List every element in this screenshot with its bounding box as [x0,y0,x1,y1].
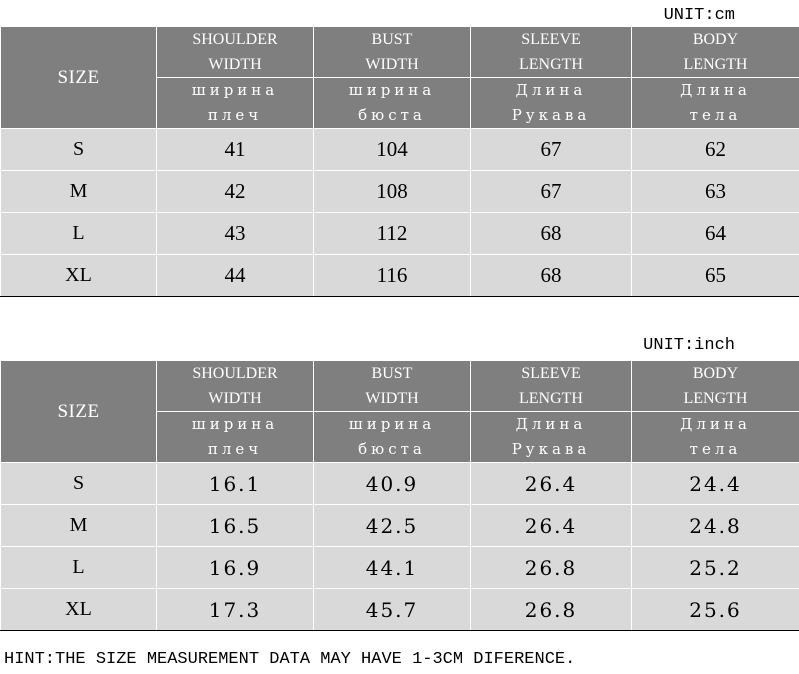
value-cell: 68 [470,212,632,255]
value-cell: 26.8 [470,546,632,589]
value-cell: 41 [156,128,314,171]
value-cell: 67 [470,170,632,213]
unit-label-cm: UNIT:cm [663,6,735,25]
value-cell: 26.8 [470,588,632,631]
table-row: M 42 108 67 63 [0,170,799,213]
header-bust-width-ru: ширина бюста [313,411,471,463]
value-cell: 62 [631,128,799,171]
value-cell: 104 [313,128,471,171]
table-row: S 16.1 40.9 26.4 24.4 [0,462,799,505]
size-chart-cm: SIZE SHOULDER WIDTH BUST WIDTH SLEEVE LE… [0,26,799,297]
value-cell: 16.5 [156,504,314,547]
table-row: XL 17.3 45.7 26.8 25.6 [0,588,799,631]
value-cell: 63 [631,170,799,213]
value-cell: 64 [631,212,799,255]
value-cell: 26.4 [470,504,632,547]
value-cell: 116 [313,254,471,297]
size-cell: M [0,504,157,547]
table-row: L 43 112 68 64 [0,212,799,255]
value-cell: 24.4 [631,462,799,505]
header-row: SIZE SHOULDER WIDTH BUST WIDTH SLEEVE LE… [0,360,799,463]
header-bust-width: BUST WIDTH [313,360,471,412]
value-cell: 68 [470,254,632,297]
value-cell: 43 [156,212,314,255]
value-cell: 42.5 [313,504,471,547]
header-row: SIZE SHOULDER WIDTH BUST WIDTH SLEEVE LE… [0,26,799,129]
value-cell: 45.7 [313,588,471,631]
header-sleeve-length-ru: Длина Рукава [470,77,632,129]
table-row: L 16.9 44.1 26.8 25.2 [0,546,799,589]
size-cell: XL [0,588,157,631]
value-cell: 16.1 [156,462,314,505]
header-body-length: BODY LENGTH [631,360,799,412]
size-cell: XL [0,254,157,297]
header-row-russian: ширина плеч ширина бюста Длина Рукава Дл… [1,411,799,463]
size-cell: S [0,128,157,171]
value-cell: 44 [156,254,314,297]
header-body-length-ru: Длина тела [631,411,799,463]
header-shoulder-width-ru: ширина плеч [156,411,314,463]
header-bust-width: BUST WIDTH [313,26,471,78]
header-sleeve-length: SLEEVE LENGTH [470,26,632,78]
header-body-length-ru: Длина тела [631,77,799,129]
value-cell: 25.6 [631,588,799,631]
value-cell: 16.9 [156,546,314,589]
table-row: M 16.5 42.5 26.4 24.8 [0,504,799,547]
value-cell: 44.1 [313,546,471,589]
header-shoulder-width: SHOULDER WIDTH [156,360,314,412]
value-cell: 65 [631,254,799,297]
header-shoulder-width: SHOULDER WIDTH [156,26,314,78]
value-cell: 108 [313,170,471,213]
size-cell: M [0,170,157,213]
header-bust-width-ru: ширина бюста [313,77,471,129]
size-header: SIZE [0,360,157,463]
value-cell: 25.2 [631,546,799,589]
size-chart-inch: SIZE SHOULDER WIDTH BUST WIDTH SLEEVE LE… [0,360,799,631]
header-shoulder-width-ru: ширина плеч [156,77,314,129]
table-row: S 41 104 67 62 [0,128,799,171]
measurement-hint: HINT:THE SIZE MEASUREMENT DATA MAY HAVE … [4,650,576,669]
header-row-russian: ширина плеч ширина бюста Длина Рукава Дл… [1,77,799,129]
size-header: SIZE [0,26,157,129]
size-cell: S [0,462,157,505]
value-cell: 112 [313,212,471,255]
header-sleeve-length: SLEEVE LENGTH [470,360,632,412]
unit-label-inch: UNIT:inch [643,336,735,355]
header-sleeve-length-ru: Длина Рукава [470,411,632,463]
size-cell: L [0,546,157,589]
value-cell: 40.9 [313,462,471,505]
size-cell: L [0,212,157,255]
header-body-length: BODY LENGTH [631,26,799,78]
table-row: XL 44 116 68 65 [0,254,799,297]
value-cell: 42 [156,170,314,213]
value-cell: 67 [470,128,632,171]
value-cell: 24.8 [631,504,799,547]
value-cell: 26.4 [470,462,632,505]
value-cell: 17.3 [156,588,314,631]
